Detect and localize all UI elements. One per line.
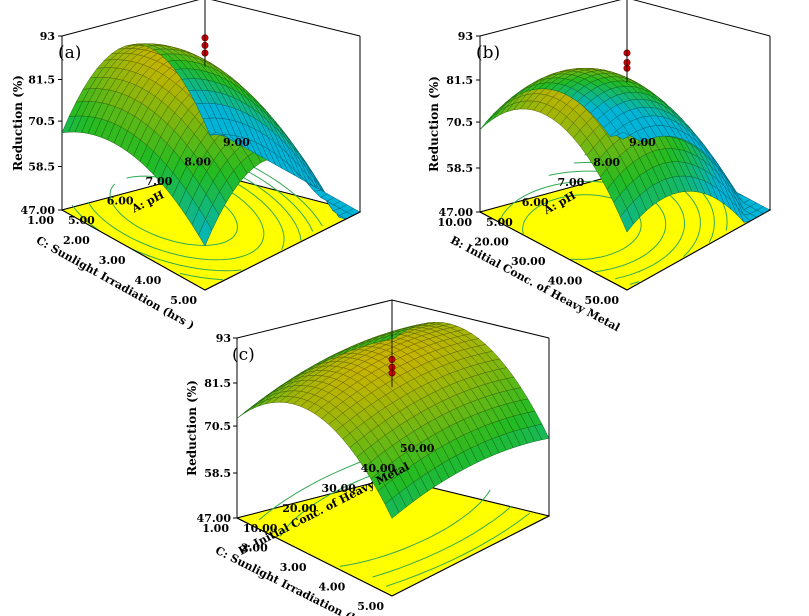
front-floor-edge (236, 515, 550, 597)
front-floor-edge (61, 209, 361, 291)
y-tick-label: 2.00 (63, 234, 90, 247)
z-axis-label: Reduction (%) (427, 76, 441, 172)
y-tick-labels: 1.00 2.00 3.00 4.00 5.00 (27, 214, 197, 307)
z-tick-label: 47.00 (21, 204, 56, 217)
y-tick-label: 20.00 (474, 236, 509, 249)
y-tick-label: 4.00 (134, 274, 161, 287)
x-tick-label: 9.00 (629, 136, 656, 149)
top-frame (61, 0, 361, 37)
z-tick-label: 58.5 (204, 467, 231, 480)
x-tick-label: 50.00 (400, 442, 435, 455)
z-axis-label: Reduction (%) (11, 75, 25, 171)
x-tick-labels: 10.00 20.00 30.00 40.00 50.00 (243, 442, 435, 535)
z-tick-label: 70.5 (204, 420, 231, 433)
y-tick-label: 30.00 (511, 255, 546, 268)
top-frame (479, 0, 771, 37)
z-tick-label: 93 (458, 30, 473, 43)
y-tick-label: 2.00 (241, 542, 268, 555)
top-frame (236, 299, 550, 339)
x-tick-label: 30.00 (322, 482, 357, 495)
z-tick-labels: 93 81.5 70.5 58.5 47.00 (197, 332, 237, 525)
z-tick-label: 93 (216, 332, 231, 345)
x-tick-label: 20.00 (282, 502, 317, 515)
z-tick-labels: 93 81.5 70.5 58.5 47.00 (21, 30, 62, 217)
z-axis-label: Reduction (%) (185, 380, 199, 476)
y-tick-label: 10.00 (438, 216, 473, 229)
panel-label: (b) (476, 43, 500, 63)
chart-panel-a: 93 81.5 70.5 58.5 47.00 Reduction (%) (a) 5.00 6… (11, 0, 362, 332)
x-tick-label: 7.00 (558, 176, 585, 189)
z-tick-label: 70.5 (446, 116, 473, 129)
x-tick-label: 8.00 (593, 156, 620, 169)
x-tick-label: 5.00 (68, 214, 95, 227)
x-tick-label: 5.00 (486, 216, 513, 229)
z-tick-label: 93 (40, 30, 55, 43)
contour-line (71, 156, 285, 272)
z-tick-label: 81.5 (28, 74, 55, 87)
y-tick-label: 40.00 (548, 275, 583, 288)
x-tick-label: 9.00 (223, 136, 250, 149)
x-tick-label: 6.00 (107, 195, 134, 208)
panel-label: (a) (58, 43, 81, 63)
contour-line (385, 512, 531, 587)
x-tick-labels: 5.00 6.00 7.00 8.00 9.00 (486, 136, 656, 229)
y-tick-label: 4.00 (318, 581, 345, 594)
y-tick-label: 50.00 (585, 294, 620, 307)
z-tick-label: 70.5 (28, 115, 55, 128)
z-tick-label: 81.5 (446, 74, 473, 87)
front-floor-edge (479, 209, 771, 291)
response-surface (236, 321, 550, 519)
y-tick-label: 3.00 (280, 561, 307, 574)
x-tick-label: 10.00 (243, 522, 278, 535)
surface-facet (209, 131, 224, 136)
panel-label: (c) (232, 345, 255, 365)
surface-facet (386, 333, 402, 341)
y-tick-label: 3.00 (99, 254, 126, 267)
z-tick-label: 58.5 (28, 161, 55, 174)
surface-facet (486, 110, 501, 124)
z-tick-label: 47.00 (197, 512, 232, 525)
x-tick-label: 6.00 (522, 196, 549, 209)
x-tick-labels: 5.00 6.00 7.00 8.00 9.00 (68, 136, 250, 227)
z-tick-label: 81.5 (204, 377, 231, 390)
z-tick-label: 47.00 (439, 206, 474, 219)
z-tick-label: 58.5 (446, 162, 473, 175)
y-tick-label: 1.00 (202, 522, 229, 535)
surface-facet (615, 131, 631, 140)
y-tick-labels: 1.00 2.00 3.00 4.00 5.00 (202, 522, 384, 613)
x-tick-label: 7.00 (146, 175, 173, 188)
chart-panel-b: 93 81.5 70.5 58.5 47.00 Reduction (%) (b) 5.00 6… (427, 0, 772, 334)
response-surface (61, 43, 361, 247)
response-surface (479, 67, 771, 233)
x-tick-label: 40.00 (361, 462, 396, 475)
x-tick-label: 8.00 (184, 156, 211, 169)
surface-facet (479, 115, 494, 130)
chart-panel-c: 93 81.5 70.5 58.5 47.00 Reduction (%) (c) 10.00… (185, 299, 551, 616)
y-tick-label: 5.00 (170, 294, 197, 307)
y-tick-label: 1.00 (27, 214, 54, 227)
z-tick-labels: 93 81.5 70.5 58.5 47.00 (439, 30, 480, 219)
y-tick-label: 5.00 (357, 600, 384, 613)
